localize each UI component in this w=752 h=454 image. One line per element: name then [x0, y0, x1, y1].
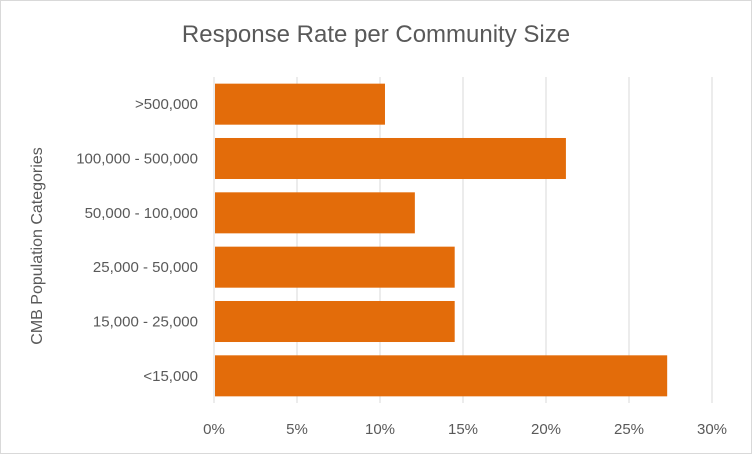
x-tick-label: 20%	[531, 421, 561, 438]
x-tick-label: 5%	[286, 421, 308, 438]
y-tick-label: <15,000	[143, 368, 198, 385]
y-tick-label: >500,000	[135, 96, 198, 113]
bar	[215, 355, 668, 397]
bar	[215, 83, 385, 125]
x-tick-label: 30%	[697, 421, 727, 438]
x-tick-label: 0%	[203, 421, 225, 438]
bar	[215, 300, 455, 343]
bar	[215, 192, 415, 234]
chart-title: Response Rate per Community Size	[181, 21, 571, 48]
x-tick-label: 10%	[365, 421, 395, 438]
y-tick-label: 50,000 - 100,000	[85, 205, 198, 222]
x-tick-label: 25%	[614, 421, 644, 438]
y-tick-label: 25,000 - 50,000	[93, 259, 198, 276]
bar	[215, 137, 566, 180]
x-tick-label: 15%	[448, 421, 478, 438]
y-tick-label: 100,000 - 500,000	[76, 151, 198, 168]
bar	[215, 246, 455, 288]
y-tick-label: 15,000 - 25,000	[93, 314, 198, 331]
